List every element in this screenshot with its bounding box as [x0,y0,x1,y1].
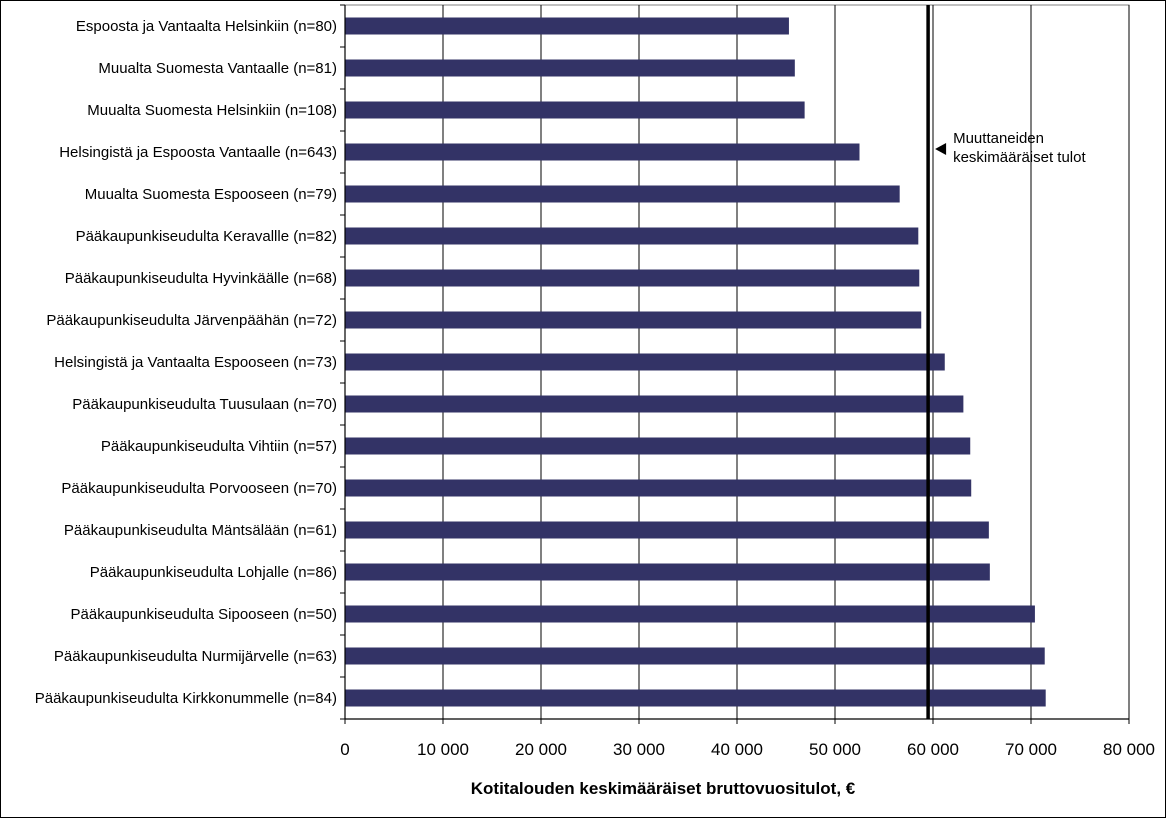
x-axis-title: Kotitalouden keskimääräiset bruttovuosit… [471,779,856,798]
category-label: Pääkaupunkiseudulta Tuusulaan (n=70) [72,396,337,413]
x-tick-label: 50 000 [809,740,861,759]
reference-line-group: Muuttaneiden keskimääräiset tulot [926,5,1086,719]
bars [345,17,1046,707]
bar [345,521,989,539]
bar [345,353,945,371]
bar [345,59,795,77]
category-label: Pääkaupunkiseudulta Järvenpäähän (n=72) [46,312,337,329]
category-label: Pääkaupunkiseudulta Sipooseen (n=50) [71,606,337,623]
category-label: Pääkaupunkiseudulta Porvooseen (n=70) [61,480,337,497]
x-tick-label: 80 000 [1103,740,1155,759]
bar [345,479,972,497]
x-tick-label: 70 000 [1005,740,1057,759]
reference-line-label: Muuttaneiden [953,130,1044,147]
bar [345,395,964,413]
bar [345,689,1046,707]
category-label: Pääkaupunkiseudulta Lohjalle (n=86) [90,564,337,581]
bar [345,311,922,329]
reference-line-label: keskimääräiset tulot [953,149,1086,166]
category-label: Pääkaupunkiseudulta Nurmijärvelle (n=63) [54,648,337,665]
bar [345,647,1045,665]
category-label: Pääkaupunkiseudulta Hyvinkäälle (n=68) [65,270,337,287]
category-label: Helsingistä ja Espoosta Vantaalle (n=643… [59,144,337,161]
category-label: Muualta Suomesta Helsinkiin (n=108) [87,102,337,119]
x-tick-label: 60 000 [907,740,959,759]
arrow-icon [935,143,947,155]
bar [345,227,919,245]
bar [345,605,1035,623]
x-tick-label: 40 000 [711,740,763,759]
bar [345,437,971,455]
bar [345,185,900,203]
x-tick-label: 10 000 [417,740,469,759]
bar [345,563,990,581]
axes [340,4,1130,724]
x-tick-label: 20 000 [515,740,567,759]
x-tick-label: 30 000 [613,740,665,759]
category-labels: Espoosta ja Vantaalta Helsinkiin (n=80) M… [35,18,337,707]
category-label: Muualta Suomesta Vantaalle (n=81) [98,60,337,77]
category-label: Pääkaupunkiseudulta Kirkkonummelle (n=84… [35,690,337,707]
category-label: Pääkaupunkiseudulta Vihtiin (n=57) [101,438,337,455]
bar [345,269,920,287]
bar [345,101,805,119]
category-label: Pääkaupunkiseudulta Mäntsälään (n=61) [64,522,337,539]
category-label: Pääkaupunkiseudulta Keravallle (n=82) [76,228,337,245]
x-tick-label: 0 [340,740,349,759]
bar [345,143,860,161]
category-label: Espoosta ja Vantaalta Helsinkiin (n=80) [76,18,337,35]
category-label: Helsingistä ja Vantaalta Espooseen (n=73… [54,354,337,371]
x-tick-labels: 0 10 000 20 000 30 000 40 000 50 000 60 000 70 … [340,740,1155,759]
bar [345,17,789,35]
category-label: Muualta Suomesta Espooseen (n=79) [85,186,337,203]
